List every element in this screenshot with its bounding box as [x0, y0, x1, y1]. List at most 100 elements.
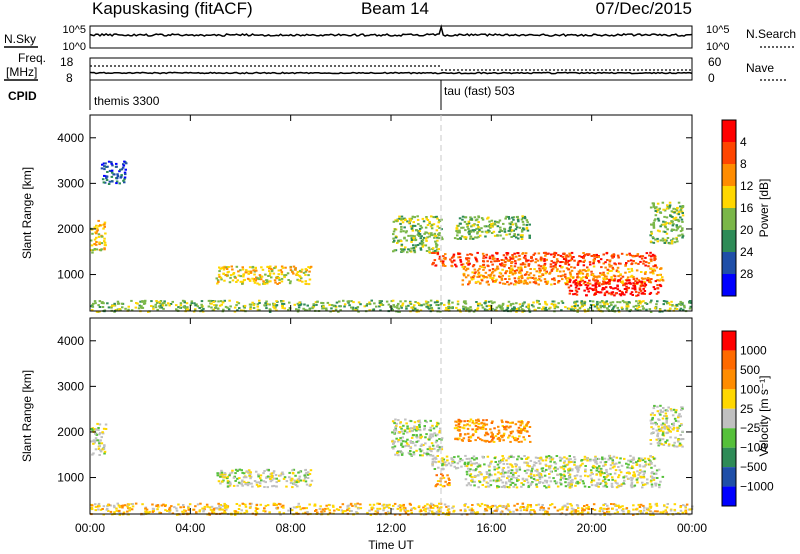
power-scatter-cell-6	[527, 276, 530, 279]
power-scatter-cell-2	[106, 302, 109, 305]
power-scatter-cell-5	[442, 255, 445, 258]
power-scatter-cell-1	[105, 177, 108, 180]
vel-scatter-cell-3	[409, 450, 412, 452]
vel-colorbar-tick: −25	[740, 421, 761, 435]
vel-scatter-cell-1	[645, 511, 649, 514]
vel-scatter-cell-3	[410, 436, 414, 439]
power-scatter-cell-8	[460, 226, 463, 229]
power-scatter-cell-6	[566, 279, 569, 282]
vel-scatter-cell-5	[570, 469, 574, 472]
power-scatter-cell-8	[509, 229, 512, 232]
vel-scatter-cell-3	[418, 429, 422, 432]
power-scatter-cell-6	[606, 272, 610, 275]
vel-scatter-cell-2	[262, 480, 266, 483]
vel-scatter-cell-4	[441, 457, 444, 460]
power-scatter-cell-3	[256, 277, 259, 280]
vel-scatter-cell-0	[101, 448, 104, 451]
power-scatter-cell-5	[592, 254, 596, 256]
power-scatter-cell-1	[102, 181, 106, 184]
vel-ytick-label: 1000	[57, 471, 84, 485]
power-scatter-cell-1	[123, 171, 127, 174]
power-scatter-cell-5	[582, 264, 586, 267]
power-scatter-cell-7	[605, 291, 609, 294]
power-scatter-cell-9	[654, 210, 657, 212]
power-scatter-cell-3	[276, 283, 279, 285]
vel-scatter-cell-6	[442, 476, 446, 479]
power-scatter-cell-2	[409, 303, 413, 305]
power-scatter-cell-2	[689, 305, 692, 308]
power-scatter-cell-8	[525, 224, 529, 226]
vel-scatter-cell-1	[333, 509, 336, 512]
vel-scatter-cell-4	[583, 455, 587, 458]
vel-scatter-cell-5	[614, 469, 618, 472]
vel-scatter-cell-4	[653, 464, 657, 467]
vel-scatter-cell-2	[266, 486, 269, 489]
vel-scatter-cell-5	[567, 471, 570, 474]
vel-scatter-cell-5	[515, 486, 519, 489]
power-scatter-cell-2	[654, 306, 658, 309]
power-scatter-cell-4	[396, 240, 400, 243]
vel-scatter-cell-1	[393, 513, 397, 516]
vel-scatter-cell-1	[547, 513, 551, 516]
power-scatter-cell-4	[428, 251, 431, 254]
power-scatter-cell-2	[135, 302, 138, 304]
power-scatter-cell-2	[219, 300, 223, 303]
vel-scatter-cell-4	[568, 467, 572, 470]
power-scatter-cell-2	[544, 302, 547, 305]
beam-title: Beam 14	[361, 0, 429, 18]
vel-scatter-cell-4	[464, 465, 467, 467]
vel-scatter-cell-1	[448, 511, 451, 514]
power-scatter-cell-2	[638, 306, 641, 308]
power-scatter-cell-2	[400, 306, 403, 309]
power-scatter-cell-2	[641, 305, 644, 308]
vel-scatter-cell-5	[653, 472, 656, 475]
power-scatter-cell-3	[274, 266, 277, 269]
power-scatter-cell-6	[570, 269, 574, 272]
vel-scatter-cell-1	[525, 509, 529, 512]
vel-scatter-cell-2	[272, 470, 276, 473]
vel-scatter-cell-8	[673, 417, 677, 420]
power-scatter-cell-9	[662, 208, 665, 211]
power-scatter-cell-1	[100, 167, 104, 170]
vel-scatter-cell-1	[477, 503, 480, 506]
power-scatter-cell-2	[511, 307, 514, 310]
vel-scatter-cell-4	[635, 464, 638, 466]
vel-scatter-cell-1	[248, 506, 252, 509]
power-scatter-cell-6	[492, 274, 496, 277]
power-scatter-cell-2	[549, 306, 552, 309]
power-scatter-cell-4	[411, 234, 415, 237]
power-scatter-cell-5	[438, 257, 441, 260]
power-scatter-cell-6	[555, 270, 559, 272]
power-scatter-cell-5	[614, 263, 617, 266]
vel-scatter-cell-1	[506, 503, 510, 506]
vel-scatter-cell-4	[627, 463, 630, 466]
vel-scatter-cell-3	[394, 426, 397, 429]
power-scatter-cell-5	[576, 263, 580, 266]
power-scatter-cell-2	[605, 300, 609, 303]
power-scatter-cell-5	[599, 258, 603, 261]
vel-scatter-cell-5	[627, 471, 630, 474]
vel-scatter-cell-3	[418, 448, 422, 451]
power-scatter-cell-2	[541, 308, 544, 311]
power-colorbar-tick: 20	[740, 223, 754, 237]
power-scatter-cell-8	[458, 231, 461, 234]
power-scatter-cell-4	[396, 242, 399, 244]
vel-scatter-cell-3	[397, 419, 400, 422]
power-scatter-cell-3	[255, 269, 258, 272]
power-scatter-cell-8	[464, 238, 468, 240]
power-scatter-cell-5	[610, 264, 613, 267]
power-scatter-cell-5	[522, 256, 526, 259]
power-scatter-cell-2	[124, 307, 127, 310]
vel-scatter-cell-5	[633, 475, 637, 477]
vel-scatter-cell-3	[438, 430, 442, 432]
power-scatter-cell-9	[668, 242, 671, 245]
vel-scatter-cell-5	[617, 474, 621, 477]
power-scatter-cell-5	[513, 252, 516, 255]
vel-scatter-cell-1	[177, 503, 180, 506]
power-scatter-cell-4	[419, 224, 422, 227]
power-scatter-cell-2	[662, 300, 666, 302]
power-scatter-cell-6	[581, 269, 585, 272]
vel-scatter-cell-5	[543, 470, 546, 473]
vel-scatter-cell-7	[520, 429, 523, 432]
power-scatter-cell-2	[427, 304, 430, 307]
